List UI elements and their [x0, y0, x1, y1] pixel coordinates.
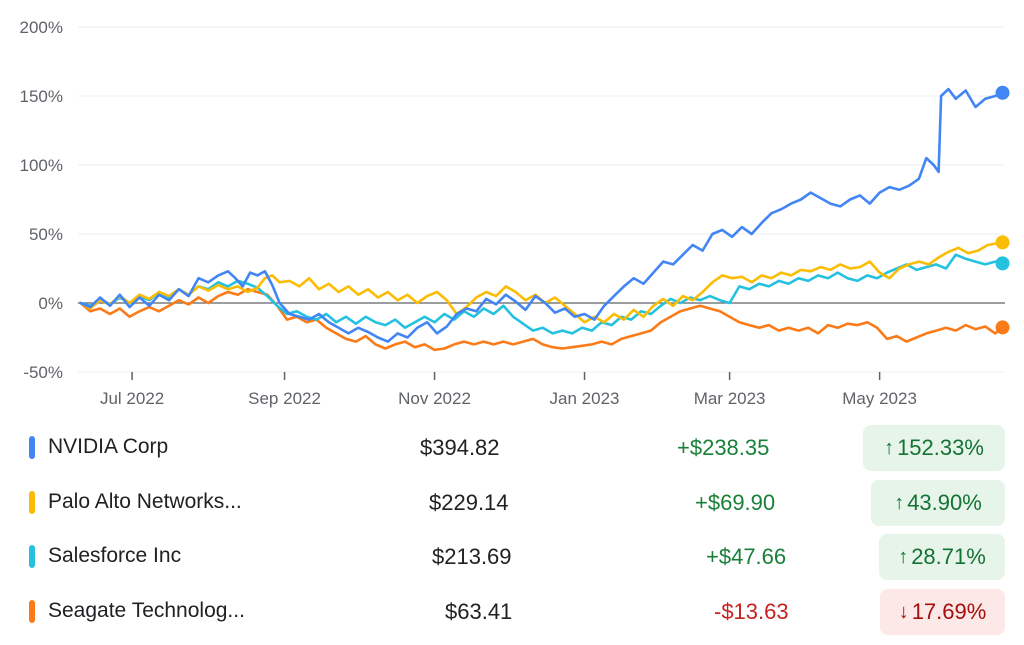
x-tick-label: May 2023	[842, 389, 917, 408]
stock-name: Palo Alto Networks...	[48, 490, 242, 513]
percent-change-badge: ↑ 28.71%	[879, 534, 1005, 580]
percent-change-badge: ↑ 43.90%	[871, 480, 1005, 526]
percent-change-badge: ↓ 17.69%	[880, 589, 1005, 635]
x-tick-label: Jan 2023	[550, 389, 620, 408]
series-color-swatch	[29, 436, 35, 459]
series-line-4	[79, 287, 1004, 352]
stock-price: $229.14	[429, 490, 509, 515]
stock-name: Salesforce Inc	[48, 544, 182, 567]
series-line-1	[79, 87, 1004, 343]
stock-name: NVIDIA Corp	[48, 435, 169, 458]
series-end-point-1	[995, 85, 1010, 100]
y-tick-label: -50%	[23, 363, 63, 382]
stock-price: $63.41	[445, 599, 513, 624]
stock-change: -$13.63	[714, 599, 789, 624]
legend-row-salesforce[interactable]: Salesforce Inc $213.69 +$47.66 ↑ 28.71%	[0, 531, 1024, 581]
series-end-point-2	[995, 235, 1010, 250]
series-color-swatch	[29, 545, 35, 568]
stock-change: +$47.66	[706, 544, 787, 569]
legend-row-palo-alto[interactable]: Palo Alto Networks... $229.14 +$69.90 ↑ …	[0, 477, 1024, 527]
y-tick-label: 150%	[20, 87, 63, 106]
stock-name: Seagate Technolog...	[48, 599, 245, 622]
stock-price: $213.69	[432, 544, 512, 569]
percent-change: 152.33%	[897, 435, 984, 460]
y-tick-label: 100%	[20, 156, 63, 175]
series-end-point-4	[995, 320, 1010, 335]
line-chart: 200% 150% 100% 50% 0% -50% Jul 2022 Sep 2022 Nov…	[20, 18, 1010, 408]
legend-row-nvidia[interactable]: NVIDIA Corp $394.82 +$238.35 ↑ 152.33%	[0, 422, 1024, 472]
stock-price: $394.82	[420, 435, 500, 460]
percent-change: 28.71%	[911, 544, 986, 569]
stock-change: +$69.90	[695, 490, 776, 515]
x-tick-label: Sep 2022	[248, 389, 321, 408]
series-line-2	[79, 241, 1004, 324]
y-tick-label: 200%	[20, 18, 63, 37]
series-color-swatch	[29, 491, 35, 514]
x-tick-label: Jul 2022	[100, 389, 164, 408]
stock-change: +$238.35	[677, 435, 770, 460]
arrow-up-icon: ↑	[898, 545, 909, 568]
percent-change-badge: ↑ 152.33%	[863, 425, 1005, 471]
y-tick-label: 0%	[38, 294, 63, 313]
arrow-up-icon: ↑	[894, 491, 905, 514]
series-end-point-3	[995, 256, 1010, 271]
series-line-3	[79, 253, 1004, 335]
x-tick-label: Nov 2022	[398, 389, 471, 408]
x-tick-label: Mar 2023	[694, 389, 766, 408]
series-color-swatch	[29, 600, 35, 623]
percent-change: 43.90%	[907, 490, 982, 515]
y-tick-label: 50%	[29, 225, 63, 244]
legend-row-seagate[interactable]: Seagate Technolog... $63.41 -$13.63 ↓ 17…	[0, 586, 1024, 636]
percent-change: 17.69%	[911, 599, 987, 624]
arrow-up-icon: ↑	[884, 436, 895, 459]
arrow-down-icon: ↓	[898, 600, 909, 623]
